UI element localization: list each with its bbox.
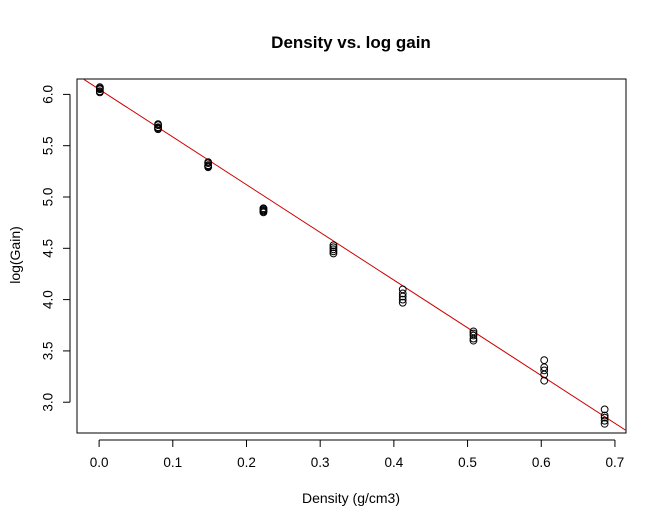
data-point [540, 376, 549, 385]
x-tick-label: 0.1 [163, 455, 182, 470]
y-tick-label: 4.5 [41, 239, 56, 258]
data-point [469, 331, 478, 340]
x-axis-label: Density (g/cm3) [302, 490, 400, 506]
data-point [204, 159, 213, 168]
x-tick-label: 0.2 [237, 455, 256, 470]
data-point [540, 366, 549, 375]
data-point [329, 249, 338, 258]
data-point [259, 208, 268, 217]
points-layer [95, 83, 609, 428]
y-tick-label: 3.5 [41, 342, 56, 361]
y-tick-label: 3.0 [41, 393, 56, 412]
data-point [469, 334, 478, 343]
data-point [600, 411, 609, 420]
data-point [398, 295, 407, 304]
x-tick-label: 0.7 [606, 455, 625, 470]
data-point [329, 247, 338, 256]
data-point [398, 289, 407, 298]
data-point [600, 413, 609, 422]
data-point [95, 88, 104, 97]
y-axis: 3.0 3.5 4.0 4.5 5.0 5.5 6.0 [41, 85, 71, 412]
y-axis-label: log(Gain) [7, 226, 23, 284]
x-tick-label: 0.6 [532, 455, 551, 470]
x-axis: 0.0 0.1 0.2 0.3 0.4 0.5 0.6 0.7 [90, 439, 625, 470]
plot-area [82, 79, 626, 431]
data-point [540, 370, 549, 379]
regression-line [82, 79, 626, 431]
data-point [329, 245, 338, 254]
data-point [329, 241, 338, 250]
data-point [95, 85, 104, 94]
data-point [329, 243, 338, 252]
y-tick-label: 4.0 [41, 290, 56, 309]
x-tick-label: 0.4 [384, 455, 403, 470]
y-tick-label: 5.0 [41, 188, 56, 207]
fit-layer [82, 79, 626, 431]
data-point [600, 416, 609, 425]
chart-title: Density vs. log gain [271, 33, 431, 52]
x-tick-label: 0.3 [311, 455, 330, 470]
data-point [204, 163, 213, 172]
data-point [398, 298, 407, 307]
plot-frame [76, 78, 627, 434]
x-tick-label: 0.0 [90, 455, 109, 470]
data-point [154, 121, 162, 130]
y-tick-label: 6.0 [41, 85, 56, 104]
data-point [154, 125, 162, 134]
data-point [600, 405, 609, 414]
data-point [398, 292, 407, 301]
y-tick-label: 5.5 [41, 136, 56, 155]
data-point [600, 419, 609, 428]
data-point [469, 336, 478, 345]
data-point [540, 356, 549, 365]
x-tick-label: 0.5 [458, 455, 477, 470]
